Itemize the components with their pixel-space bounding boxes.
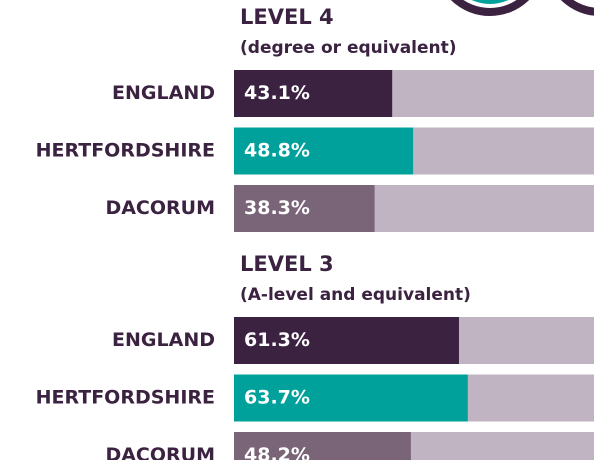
value-label: 38.3% [244, 197, 310, 219]
category-label: DACORUM [105, 197, 215, 219]
value-label: 63.7% [244, 387, 310, 409]
group-title: LEVEL 4 [240, 5, 334, 29]
ring [450, 0, 530, 16]
value-label: 61.3% [244, 329, 310, 351]
bar [234, 185, 375, 232]
bar [234, 70, 393, 117]
category-label: HERTFORDSHIRE [36, 140, 215, 162]
decoration [450, 0, 594, 16]
bar [234, 317, 459, 364]
category-label: ENGLAND [112, 329, 215, 351]
bar [234, 127, 414, 175]
bar [234, 374, 468, 422]
ring [560, 0, 594, 16]
group-subtitle: (degree or equivalent) [240, 38, 457, 58]
group-title: LEVEL 3 [240, 252, 334, 276]
value-label: 43.1% [244, 82, 310, 104]
value-label: 48.8% [244, 140, 310, 162]
category-label: DACORUM [105, 444, 215, 460]
group-subtitle: (A-level and equivalent) [240, 285, 471, 305]
bar [234, 432, 411, 460]
category-label: HERTFORDSHIRE [36, 387, 215, 409]
value-label: 48.2% [244, 444, 310, 460]
category-label: ENGLAND [112, 82, 215, 104]
disc [471, 0, 509, 4]
